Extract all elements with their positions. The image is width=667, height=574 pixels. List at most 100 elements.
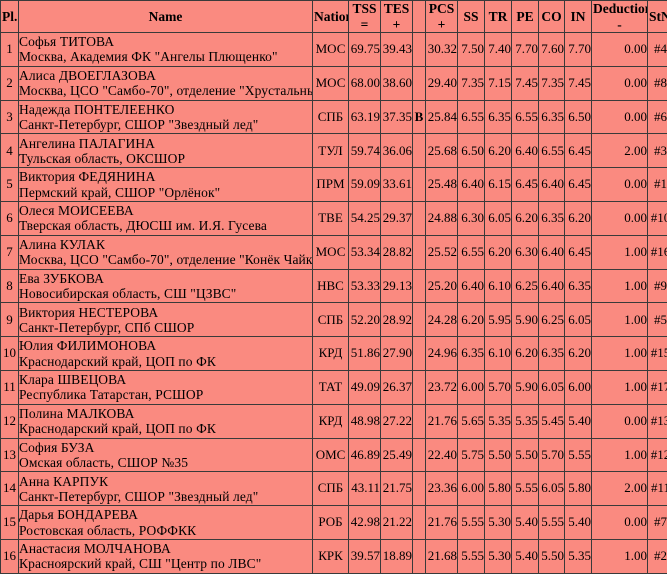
cell-tes: 38.60	[380, 65, 413, 101]
cell-start-number: #12	[647, 437, 667, 473]
cell-ss: 6.00	[457, 369, 485, 405]
cell-ss: 6.30	[457, 200, 485, 236]
cell-ss: 7.50	[457, 32, 485, 67]
skater-name: Виктория ФЕДЯНИНА	[19, 169, 156, 185]
cell-tr: 6.35	[484, 99, 512, 135]
cell-tes: 39.43	[380, 32, 413, 67]
cell-co: 6.05	[538, 471, 565, 507]
cell-co: 5.45	[538, 403, 565, 439]
cell-tss: 49.09	[348, 369, 381, 405]
skater-name: Ангелина ПАЛАГИНА	[19, 135, 156, 151]
cell-pcs: 21.76	[425, 505, 458, 540]
skater-club: Тверская область, ДЮСШ им. И.Я. Гусева	[19, 218, 267, 234]
cell-tes: 21.22	[380, 505, 413, 540]
cell-pe: 5.90	[511, 369, 539, 405]
cell-nation: КРД	[312, 403, 349, 439]
cell-name: Анастасия МОЛЧАНОВА Красноярский край, СШ…	[18, 538, 313, 574]
cell-ss: 6.55	[457, 234, 485, 270]
cell-place: 5	[0, 167, 19, 202]
cell-nation: ТВЕ	[312, 200, 349, 236]
cell-flag: B	[412, 99, 426, 135]
cell-tss: 43.11	[348, 471, 381, 507]
cell-pcs: 21.68	[425, 538, 458, 574]
cell-in: 5.40	[564, 403, 592, 439]
cell-pcs: 25.68	[425, 133, 458, 169]
skater-name: Дарья БОНДАРЕВА	[19, 507, 138, 523]
cell-start-number: #1	[647, 167, 667, 202]
cell-co: 6.40	[538, 234, 565, 270]
cell-tes: 29.13	[380, 268, 413, 304]
cell-start-number: #8	[647, 65, 667, 101]
column-header-tr: TR	[484, 0, 512, 33]
skater-name: Виктория НЕСТЕРОВА	[19, 304, 159, 320]
cell-tes: 27.22	[380, 403, 413, 439]
table-row: 8 Ева ЗУБКОВА Новосибирская область, СШ "Ц…	[0, 268, 667, 304]
cell-start-number: #3	[647, 133, 667, 169]
column-header-pcs-label: PCS	[428, 1, 455, 17]
cell-flag	[412, 505, 426, 540]
skater-name: Анастасия МОЛЧАНОВА	[19, 541, 171, 557]
cell-start-number: #17	[647, 369, 667, 405]
cell-name: Ангелина ПАЛАГИНА Тульская область, ОКСШО…	[18, 133, 313, 169]
cell-place: 6	[0, 200, 19, 236]
cell-flag	[412, 403, 426, 439]
cell-tss: 54.25	[348, 200, 381, 236]
skater-club: Пермский край, СШОР "Орлёнок"	[19, 184, 221, 200]
cell-deduction: 0.00	[591, 505, 648, 540]
cell-ss: 6.50	[457, 133, 485, 169]
cell-name: Надежда ПОНТЕЛЕЕНКО Санкт-Петербург, СШОР…	[18, 99, 313, 135]
column-header-deduction: Deduction -	[591, 0, 648, 33]
cell-pe: 6.30	[511, 234, 539, 270]
cell-ss: 5.65	[457, 403, 485, 439]
table-row: 5 Виктория ФЕДЯНИНА Пермский край, СШОР "О…	[0, 167, 667, 202]
cell-pcs: 22.40	[425, 437, 458, 473]
cell-tr: 6.15	[484, 167, 512, 202]
cell-tss: 59.74	[348, 133, 381, 169]
header-row: Pl. Name Nation TSS = TES + PCS + SS TR …	[0, 0, 667, 33]
cell-place: 3	[0, 99, 19, 135]
cell-name: Полина МАЛКОВА Краснодарский край, ЦОП по…	[18, 403, 313, 439]
table-row: 1 Софья ТИТОВА Москва, Академия ФК "Ангелы…	[0, 32, 667, 67]
cell-co: 6.40	[538, 268, 565, 304]
cell-in: 6.45	[564, 133, 592, 169]
cell-ss: 5.75	[457, 437, 485, 473]
skater-club: Республика Татарстан, РСШОР	[19, 387, 204, 403]
cell-place: 13	[0, 437, 19, 473]
cell-pcs: 25.52	[425, 234, 458, 270]
cell-pcs: 23.72	[425, 369, 458, 405]
skater-club: Санкт-Петербург, СШОР "Звездный лед"	[19, 488, 259, 504]
cell-ss: 6.20	[457, 302, 485, 338]
cell-place: 8	[0, 268, 19, 304]
cell-pe: 6.40	[511, 133, 539, 169]
cell-in: 6.50	[564, 99, 592, 135]
skater-club: Санкт-Петербург, СШОР "Звездный лед"	[19, 116, 259, 132]
cell-deduction: 0.00	[591, 65, 648, 101]
column-header-pcs-operator: +	[437, 16, 446, 32]
skater-club: Москва, Академия ФК "Ангелы Плющенко"	[19, 49, 278, 65]
cell-start-number: #11	[647, 471, 667, 507]
cell-tes: 28.92	[380, 302, 413, 338]
cell-deduction: 0.00	[591, 403, 648, 439]
column-header-start-number: StN.	[647, 0, 667, 33]
cell-pe: 5.55	[511, 471, 539, 507]
cell-place: 4	[0, 133, 19, 169]
cell-tes: 27.90	[380, 336, 413, 371]
cell-deduction: 1.00	[591, 369, 648, 405]
cell-pcs: 21.76	[425, 403, 458, 439]
cell-co: 6.35	[538, 336, 565, 371]
cell-name: Алина КУЛАК Москва, ЦСО "Самбо-70", отдел…	[18, 234, 313, 270]
cell-start-number: #9	[647, 268, 667, 304]
cell-co: 6.05	[538, 369, 565, 405]
cell-name: Софья ТИТОВА Москва, Академия ФК "Ангелы …	[18, 32, 313, 67]
skater-club: Омская область, СШОР №35	[19, 454, 189, 470]
cell-tss: 39.57	[348, 538, 381, 574]
cell-name: Виктория НЕСТЕРОВА Санкт-Петербург, СПб С…	[18, 302, 313, 338]
cell-place: 2	[0, 65, 19, 101]
cell-tss: 51.86	[348, 336, 381, 371]
cell-ss: 6.35	[457, 336, 485, 371]
table-row: 3 Надежда ПОНТЕЛЕЕНКО Санкт-Петербург, СШО…	[0, 99, 667, 135]
cell-tes: 25.49	[380, 437, 413, 473]
cell-pcs: 29.40	[425, 65, 458, 101]
cell-pcs: 24.88	[425, 200, 458, 236]
cell-nation: ТУЛ	[312, 133, 349, 169]
